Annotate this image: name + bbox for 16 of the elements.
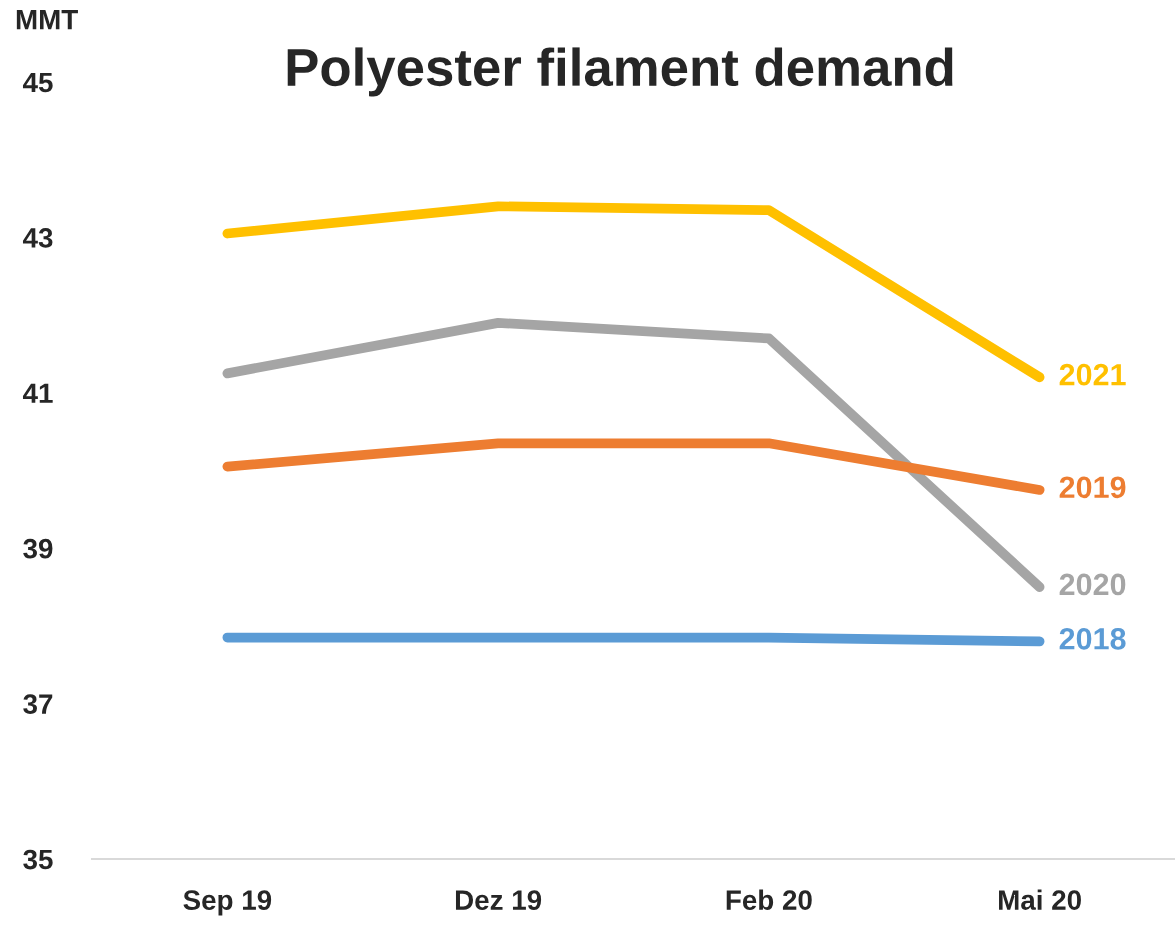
x-tick-label: Sep 19 bbox=[183, 890, 272, 916]
chart-title: Polyester filament demand bbox=[287, 47, 953, 97]
x-tick-label: Feb 20 bbox=[726, 889, 812, 910]
y-tick-label: 43 bbox=[22, 228, 53, 248]
y-tick-label: 41 bbox=[22, 383, 53, 403]
series-label: 2018 bbox=[1059, 628, 1126, 650]
y-tick-label: 45 bbox=[22, 72, 53, 93]
y-tick-label: 35 bbox=[23, 849, 53, 870]
series-label: 2019 bbox=[1059, 476, 1126, 499]
y-tick-label: 39 bbox=[23, 538, 53, 559]
y-tick-label: 37 bbox=[23, 694, 53, 714]
x-tick-label: Dez 19 bbox=[455, 890, 542, 910]
series-label: 2021 bbox=[1059, 363, 1126, 386]
x-tick-label: Mai 20 bbox=[999, 889, 1081, 910]
series-label: 2020 bbox=[1059, 573, 1126, 596]
y-axis-title: MMT bbox=[16, 10, 78, 30]
